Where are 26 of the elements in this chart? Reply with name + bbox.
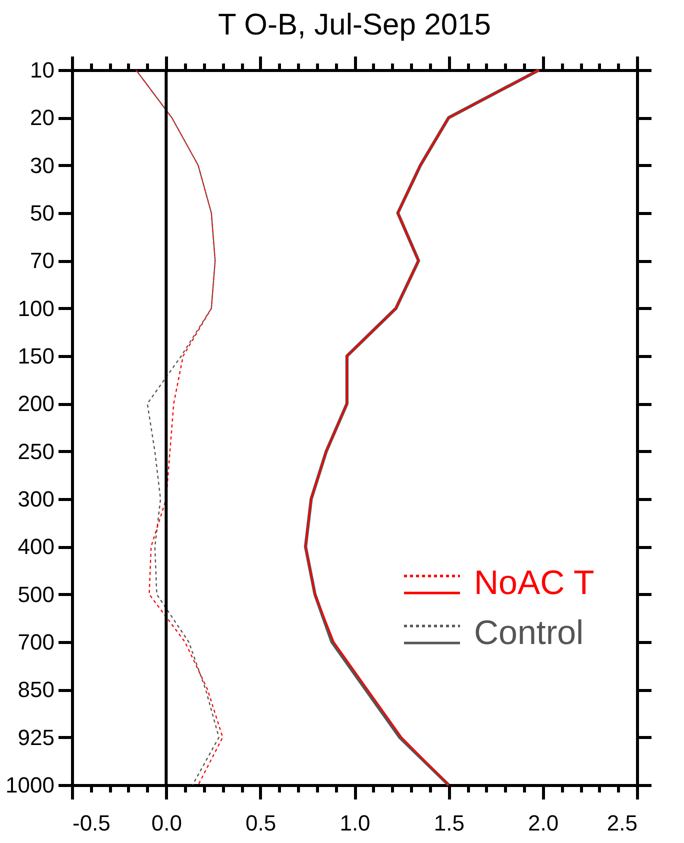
x-tick-label: 1.5 — [434, 810, 464, 836]
y-tick-label: 500 — [18, 582, 54, 607]
y-tick-label: 150 — [18, 344, 54, 368]
y-tick-label: 20 — [30, 105, 54, 130]
y-tick-label: 250 — [18, 438, 54, 464]
chart-title: T O-B, Jul-Sep 2015 — [218, 8, 491, 42]
x-tick-label: 2.0 — [528, 810, 559, 836]
y-tick-label: 700 — [18, 630, 54, 654]
y-tick-label: 100 — [18, 296, 54, 321]
x-tick-label: 0.5 — [246, 810, 276, 836]
y-tick-label: 400 — [18, 534, 54, 560]
y-tick-label: 30 — [30, 152, 54, 178]
x-tick-label: 0.0 — [151, 810, 182, 836]
x-tick-label: -0.5 — [72, 810, 110, 836]
y-tick-label: 50 — [30, 200, 54, 226]
y-tick-label: 1000 — [6, 772, 54, 798]
y-tick-label: 300 — [18, 486, 54, 512]
legend-label: NoAC T — [474, 564, 594, 602]
x-tick-label: 1.0 — [340, 810, 370, 836]
y-tick-label: 10 — [30, 58, 54, 82]
y-tick-label: 850 — [18, 677, 54, 702]
y-tick-label: 200 — [18, 391, 54, 416]
y-tick-label: 925 — [18, 724, 54, 750]
y-tick-label: 70 — [30, 248, 54, 274]
x-tick-label: 2.5 — [606, 810, 638, 836]
legend-label: Control — [474, 614, 584, 652]
